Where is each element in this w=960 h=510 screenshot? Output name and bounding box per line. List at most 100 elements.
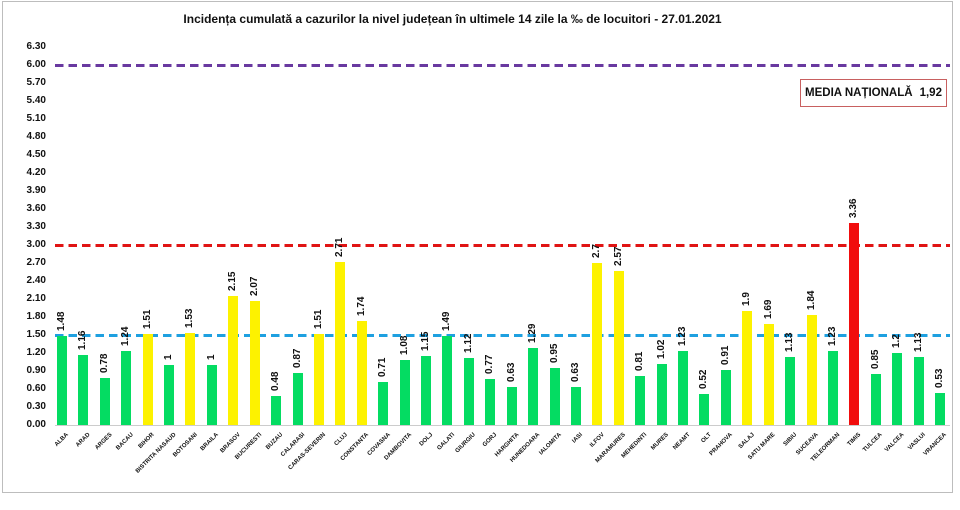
bar-value-label: 0.78: [98, 353, 110, 374]
x-axis-label-ARAD: ARAD: [75, 432, 92, 449]
bar-GIURGIU: [463, 357, 474, 425]
bar-IALOMITA: [549, 368, 560, 425]
y-axis-tick-label: 5.40: [26, 95, 46, 106]
bar-VRANCEA: [935, 393, 945, 425]
bar-DAMBOVITA: [399, 360, 410, 425]
bar-SALAJ: [742, 311, 753, 425]
x-axis-label-CARAS-SEVERIN: CARAS-SEVERIN: [287, 432, 328, 472]
y-axis-tick-label: 0.00: [26, 419, 46, 430]
bar-BISTRITA NASAUD: [164, 365, 175, 425]
bar-VASLUI: [913, 357, 924, 425]
bar-CONSTANTA: [356, 320, 367, 425]
bar-MEHEDINTI: [635, 376, 646, 425]
bar-value-label: 0.63: [569, 362, 581, 383]
x-axis-label-GORJ: GORJ: [482, 432, 499, 449]
bar-SATU MARE: [763, 323, 774, 425]
bar-BACAU: [121, 350, 132, 425]
y-axis-tick-label: 5.70: [26, 77, 46, 88]
y-axis-tick-label: 4.50: [26, 149, 46, 160]
bar-value-label: 2.07: [248, 276, 260, 296]
bar-value-label: 1.51: [141, 309, 153, 330]
bar-value-label: 0.85: [869, 349, 881, 369]
bar-VALCEA: [892, 353, 903, 425]
bar-value-label: 0.48: [270, 371, 282, 392]
x-axis-label-BISTRITA NASAUD: BISTRITA NASAUD: [134, 432, 178, 475]
x-axis-label-IASI: IASI: [571, 432, 585, 445]
bar-value-label: 0.81: [634, 351, 646, 372]
bar-BRAILA: [206, 365, 217, 425]
bar-PRAHOVA: [720, 370, 731, 425]
bar-NEAMT: [678, 351, 689, 425]
y-axis-tick-label: 3.90: [26, 185, 46, 196]
bar-value-label: 1.9: [741, 292, 753, 306]
bar-value-label: 0.71: [377, 357, 389, 378]
bar-IASI: [570, 387, 581, 425]
bar-value-label: 2.71: [334, 237, 346, 258]
bar-value-label: 0.87: [291, 348, 303, 368]
x-axis-label-VALCEA: VALCEA: [884, 432, 906, 454]
bar-GORJ: [485, 378, 496, 425]
reference-line-3: [55, 244, 950, 247]
x-axis-label-SALAJ: SALAJ: [737, 432, 756, 451]
x-axis-line: [55, 425, 950, 426]
bar-BOTOSANI: [185, 333, 196, 425]
x-axis-label-ALBA: ALBA: [54, 432, 71, 449]
bar-HUNEDOARA: [528, 347, 539, 425]
bar-value-label: 1.08: [398, 335, 410, 356]
chart-title: Incidența cumulată a cazurilor la nivel …: [183, 12, 722, 26]
y-axis-tick-label: 6.00: [26, 59, 46, 70]
bar-value-label: 1.74: [355, 296, 367, 316]
y-axis-tick-label: 1.20: [26, 347, 46, 358]
x-axis-label-GALATI: GALATI: [435, 432, 456, 452]
y-axis-tick-label: 4.20: [26, 167, 46, 178]
y-axis-tick-label: 2.40: [26, 275, 46, 286]
bar-ALBA: [57, 336, 67, 425]
x-axis-label-CLUJ: CLUJ: [333, 432, 349, 448]
bar-BRASOV: [228, 296, 239, 425]
bar-value-label: 1.15: [420, 331, 432, 351]
x-axis-label-BACAU: BACAU: [114, 432, 135, 452]
bar-value-label: 3.36: [848, 198, 860, 219]
bar-DOLJ: [421, 356, 432, 425]
national-average-box: MEDIA NAȚIONALĂ 1,92: [800, 79, 947, 107]
bar-value-label: 1.12: [462, 333, 474, 353]
bar-value-label: 0.95: [548, 343, 560, 363]
bar-ARGES: [99, 378, 110, 425]
y-axis-tick-label: 1.50: [26, 329, 46, 340]
bar-value-label: 0.52: [698, 369, 710, 389]
x-axis-label-DOLJ: DOLJ: [418, 432, 435, 448]
bar-SUCEAVA: [806, 314, 817, 425]
bar-value-label: 1: [205, 354, 217, 360]
bar-MARAMURES: [613, 270, 624, 425]
bar-value-label: 1.49: [441, 311, 453, 331]
bar-value-label: 0.77: [484, 354, 496, 374]
bar-value-label: 1.51: [312, 309, 324, 330]
y-axis-tick-label: 2.10: [26, 293, 46, 304]
y-axis-tick-label: 3.60: [26, 203, 46, 214]
bar-value-label: 1.13: [912, 332, 924, 353]
x-axis-label-ILFOV: ILFOV: [588, 432, 606, 449]
bar-value-label: 1.69: [762, 299, 774, 319]
reference-line-1.5: [55, 334, 950, 337]
x-axis-label-BIHOR: BIHOR: [137, 432, 156, 450]
bar-value-label: 1.13: [784, 332, 796, 353]
bar-GALATI: [442, 335, 453, 425]
bar-value-label: 1.2: [891, 334, 903, 348]
y-axis-tick-label: 6.30: [26, 41, 46, 52]
bar-CARAS-SEVERIN: [313, 334, 324, 425]
national-average-value: 1,92: [919, 87, 942, 99]
bar-value-label: 1.23: [826, 326, 838, 347]
bar-SIBIU: [785, 357, 796, 425]
bar-value-label: 2.7: [591, 244, 603, 258]
bar-value-label: 1.02: [655, 339, 667, 359]
y-axis-tick-label: 4.80: [26, 131, 46, 142]
bar-value-label: 0.63: [505, 362, 517, 383]
bar-MURES: [656, 363, 667, 425]
x-axis-label-TULCEA: TULCEA: [862, 432, 885, 454]
y-axis-tick-label: 5.10: [26, 113, 46, 124]
reference-line-6: [55, 64, 950, 67]
bar-BIHOR: [142, 334, 153, 425]
x-axis-label-ARGES: ARGES: [93, 432, 114, 452]
bar-value-label: 1.48: [56, 311, 67, 332]
